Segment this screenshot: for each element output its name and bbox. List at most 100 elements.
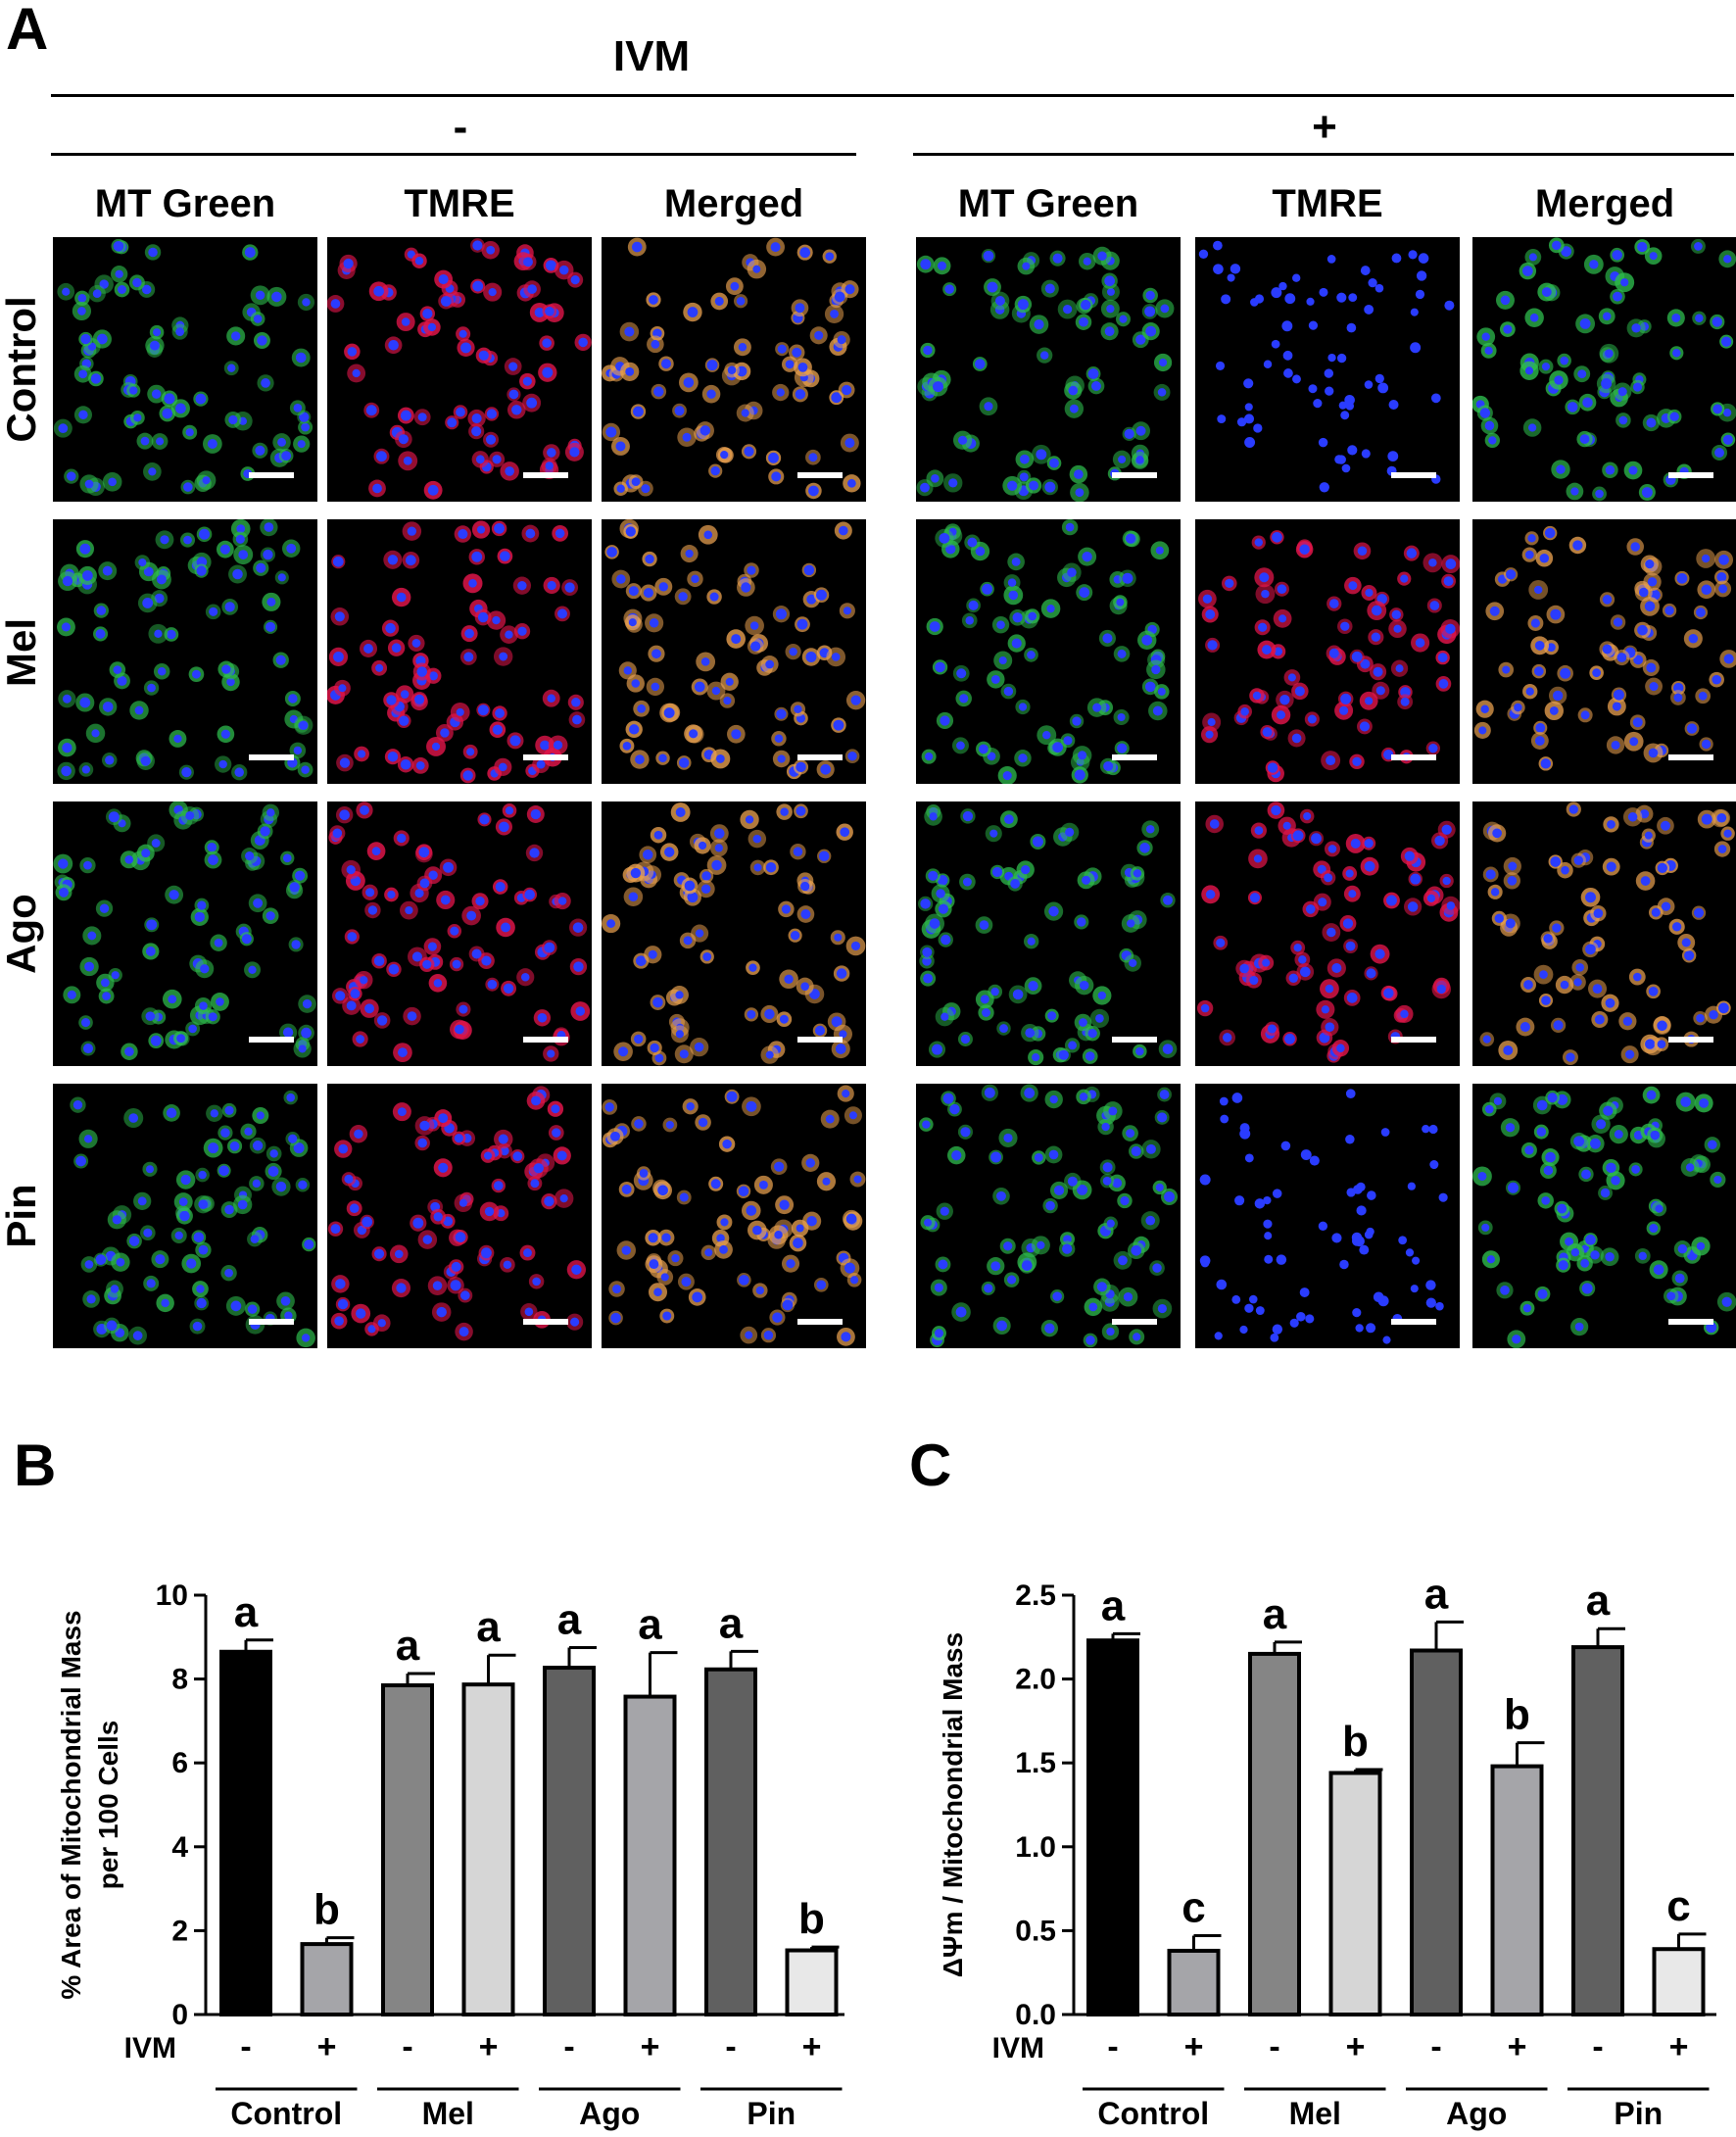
ivm-sign: + [1508,2028,1527,2065]
micrograph-ago-mt-green-minus [53,801,317,1066]
ivm-sign: - [563,2028,574,2065]
micrograph-control-mt-green-minus [53,237,317,502]
bar [785,1948,839,2016]
significance-letter: b [313,1886,340,1934]
significance-letter: a [476,1603,501,1651]
group-label: Pin [1614,2096,1663,2131]
micrograph-control-mt-green-plus [916,237,1181,502]
micrograph-ago-merged-plus [1472,801,1736,1066]
group-label: Control [230,2096,342,2131]
scale-bar [797,1037,843,1043]
micrograph-ago-tmre-plus [1195,801,1460,1066]
group-label: Pin [747,2096,796,2131]
y-axis-label: % Area of Mitochondrial Mass per 100 Cell… [56,1610,123,1999]
micrograph-mel-tmre-minus [327,519,592,784]
y-tick-label: 0.5 [1015,1915,1056,1947]
ivm-minus-rule [51,153,856,156]
bar [1571,1645,1624,2017]
scale-bar [797,1319,843,1325]
micrograph-pin-mt-green-minus [53,1084,317,1348]
significance-letter: a [1101,1581,1126,1629]
ivm-sign: + [1184,2028,1204,2065]
ivm-sign: + [1346,2028,1366,2065]
col-header-mt-green-plus: MT Green [957,182,1139,225]
panel-b-letter: B [14,1433,57,1498]
ivm-sign: + [317,2028,337,2065]
bar [1248,1651,1301,2016]
scale-bar [797,754,843,760]
significance-letter: b [1504,1691,1530,1739]
group-label: Ago [579,2096,640,2131]
ivm-sign: - [1107,2028,1118,2065]
ivm-sign: + [802,2028,822,2065]
scale-bar [1391,1037,1436,1043]
micrograph-mel-merged-plus [1472,519,1736,784]
bar [300,1942,354,2017]
micrograph-mel-merged-minus [602,519,866,784]
chart-c: 0.0 0.5 1.0 1.5 2.0 2.5 ΔΨm / Mitochondrial Ma… [872,1529,1736,2132]
ivm-sign: + [641,2028,660,2065]
y-axis-label-line: ΔΨm / Mitochondrial Mass [938,1632,968,1977]
panel-a-letter: A [6,0,49,62]
bar [543,1666,596,2016]
micrograph-pin-mt-green-plus [916,1084,1181,1348]
y-tick-label: 2.0 [1015,1664,1056,1696]
treatment-label: IVM [124,2032,176,2064]
group-label: Mel [1289,2096,1341,2131]
ivm-header: IVM [612,32,691,80]
bar [461,1682,515,2016]
y-axis-label: ΔΨm / Mitochondrial Mass [938,1632,968,1977]
micrograph-ago-mt-green-plus [916,801,1181,1066]
chart-c-svg: 0.0 0.5 1.0 1.5 2.0 2.5 ΔΨm / Mitochondrial Ma… [938,1570,1716,2131]
significance-letter: a [557,1596,582,1644]
significance-letter: c [1181,1884,1205,1932]
ivm-sign: - [1592,2028,1603,2065]
ivm-sign: - [1430,2028,1441,2065]
group-label: Control [1097,2096,1209,2131]
scale-bar [1391,1319,1436,1325]
y-tick-label: 0 [171,1999,188,2031]
micrograph-mel-mt-green-minus [53,519,317,784]
scale-bar [523,1037,568,1043]
ivm-sign: - [725,2028,736,2065]
scale-bar [1668,1319,1713,1325]
ivm-sign: + [479,2028,499,2065]
row-label-mel: Mel [0,617,44,688]
significance-letter: a [1586,1577,1611,1625]
scale-bar [249,1037,294,1043]
micrograph-ago-tmre-minus [327,801,592,1066]
significance-letter: a [638,1601,662,1649]
ivm-minus-header: - [453,103,468,151]
significance-letter: c [1666,1882,1690,1930]
col-header-merged-minus: Merged [663,182,804,225]
scale-bar [523,754,568,760]
micrograph-pin-merged-plus [1472,1084,1736,1348]
micrograph-control-tmre-plus [1195,237,1460,502]
significance-letter: a [1263,1590,1287,1638]
y-tick-label: 1.5 [1015,1747,1056,1779]
scale-bar [1112,1037,1157,1043]
col-header-tmre-minus: TMRE [404,182,515,225]
ivm-sign: - [402,2028,412,2065]
micrograph-control-merged-plus [1472,237,1736,502]
scale-bar [1668,754,1713,760]
col-header-merged-plus: Merged [1534,182,1675,225]
micrograph-mel-tmre-plus [1195,519,1460,784]
y-tick-label: 1.0 [1015,1831,1056,1864]
y-axis-label-line: % Area of Mitochondrial Mass [56,1610,86,1999]
scale-bar [797,472,843,478]
ivm-plus-header: + [1312,103,1337,151]
group-label: Ago [1446,2096,1507,2131]
scale-bar [523,472,568,478]
micrograph-mel-mt-green-plus [916,519,1181,784]
micrograph-control-tmre-minus [327,237,592,502]
scale-bar [1112,472,1157,478]
row-label-control: Control [0,296,44,443]
col-header-mt-green-minus: MT Green [94,182,276,225]
chart-b-svg: 0 2 4 6 8 10 % Area of Mitochondrial Mass per 1… [56,1579,844,2131]
significance-letter: a [1424,1570,1449,1618]
bar [623,1694,677,2017]
scale-bar [249,754,294,760]
scale-bar [1668,1037,1713,1043]
scale-bar [1391,754,1436,760]
